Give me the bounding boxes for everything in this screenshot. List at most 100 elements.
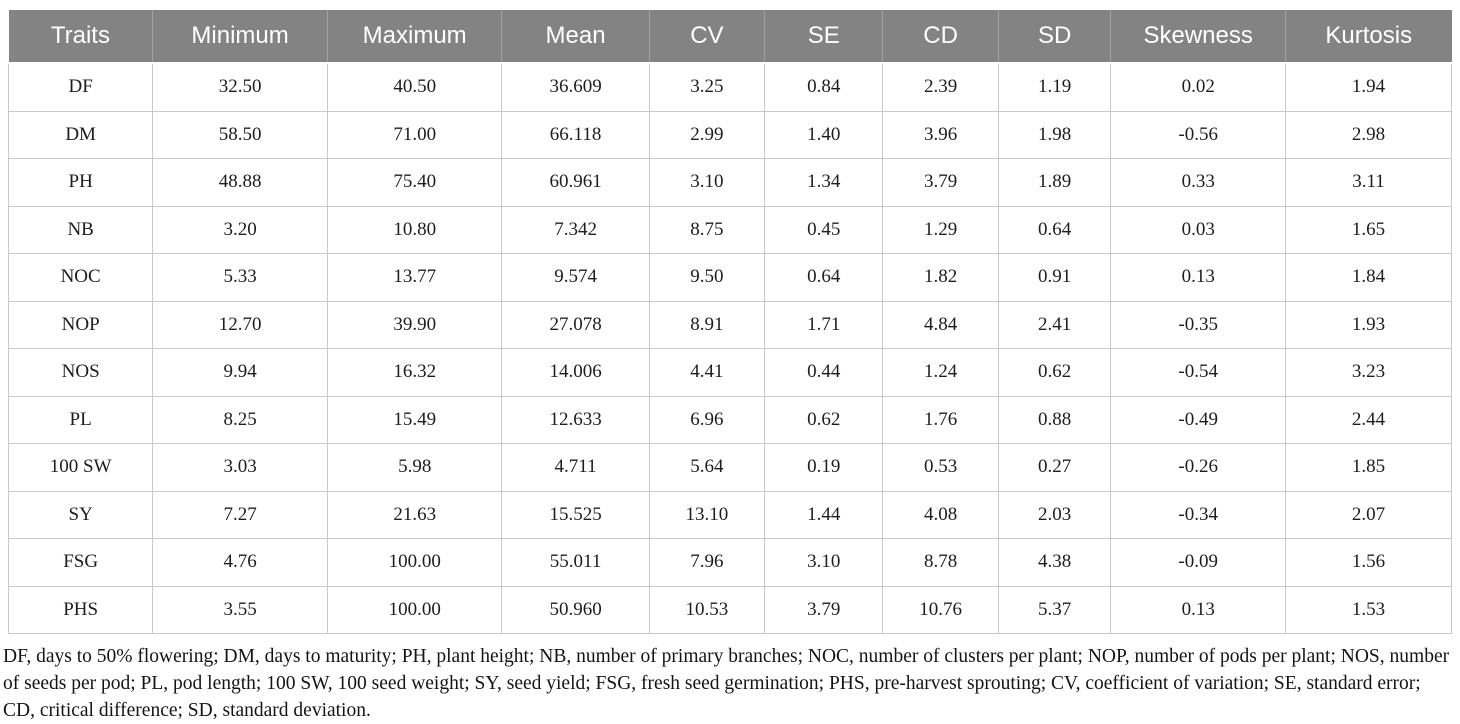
table-cell: 0.62 — [997, 348, 1112, 397]
table-cell: 75.40 — [326, 158, 503, 207]
table-cell: 48.88 — [152, 158, 328, 207]
table-header-row: Traits Minimum Maximum Mean CV SE CD SD … — [8, 10, 1452, 64]
table-cell: 4.38 — [997, 538, 1112, 587]
table-cell: 1.19 — [997, 62, 1112, 112]
table-cell: 36.609 — [501, 62, 650, 112]
table-cell: 3.11 — [1284, 158, 1453, 207]
table-cell: 3.55 — [152, 585, 328, 634]
table-cell: 1.89 — [997, 158, 1112, 207]
table-row: NOC 5.33 13.77 9.574 9.50 0.64 1.82 0.91 0.13 1.8… — [7, 253, 1453, 302]
table-cell: 4.711 — [501, 443, 650, 492]
table-cell: 21.63 — [326, 490, 503, 539]
column-header-traits: Traits — [8, 10, 153, 64]
trait-label: DM — [7, 110, 154, 159]
table-cell: 66.118 — [501, 110, 650, 159]
table-row: NOP 12.70 39.90 27.078 8.91 1.71 4.84 2.41 -0.35… — [7, 300, 1453, 349]
table-cell: 1.98 — [997, 110, 1112, 159]
table-cell: 5.37 — [997, 585, 1112, 634]
trait-label: NB — [7, 205, 154, 254]
table-cell: 13.77 — [326, 253, 503, 302]
table-cell: 3.10 — [648, 158, 766, 207]
trait-label: NOS — [7, 348, 154, 397]
table-cell: 100.00 — [326, 538, 503, 587]
table-cell: 10.80 — [326, 205, 503, 254]
table-cell: 3.03 — [152, 443, 328, 492]
column-header-mean: Mean — [501, 10, 650, 64]
table-cell: 1.65 — [1284, 205, 1453, 254]
column-header-maximum: Maximum — [326, 10, 502, 64]
table-cell: 0.88 — [997, 395, 1112, 444]
table-cell: 1.24 — [882, 348, 999, 397]
table-cell: -0.49 — [1110, 395, 1286, 444]
trait-label: FSG — [7, 538, 154, 587]
table-cell: 58.50 — [152, 110, 328, 159]
table-cell: 2.41 — [997, 300, 1112, 349]
column-header-cd: CD — [882, 10, 999, 64]
table-cell: 3.23 — [1284, 348, 1453, 397]
table-cell: 6.96 — [648, 395, 766, 444]
table-cell: 3.79 — [764, 585, 884, 634]
table-cell: 0.03 — [1110, 205, 1286, 254]
column-header-kurtosis: Kurtosis — [1284, 10, 1452, 64]
table-footnote: DF, days to 50% flowering; DM, days to m… — [3, 646, 1450, 721]
table-row: DF 32.50 40.50 36.609 3.25 0.84 2.39 1.19 0.02 1.… — [7, 62, 1453, 112]
table-cell: 16.32 — [326, 348, 503, 397]
table-cell: 13.10 — [648, 490, 766, 539]
table-row: PHS 3.55 100.00 50.960 10.53 3.79 10.76 5.37 0.1… — [7, 585, 1453, 634]
table-cell: 0.33 — [1110, 158, 1286, 207]
table-cell: 0.19 — [764, 443, 884, 492]
table-cell: 3.20 — [152, 205, 328, 254]
trait-label: DF — [7, 62, 154, 112]
table-cell: 0.13 — [1110, 585, 1286, 634]
table-cell: 7.27 — [152, 490, 328, 539]
table-cell: 8.75 — [648, 205, 766, 254]
table-cell: 1.44 — [764, 490, 884, 539]
table-cell: 4.41 — [648, 348, 766, 397]
table-cell: 7.96 — [648, 538, 766, 587]
table-cell: -0.34 — [1110, 490, 1286, 539]
table-cell: 1.53 — [1284, 585, 1453, 634]
table-cell: 10.76 — [882, 585, 999, 634]
table-cell: 12.633 — [501, 395, 650, 444]
trait-label: PH — [7, 158, 154, 207]
table-cell: 3.79 — [882, 158, 999, 207]
table-cell: 1.40 — [764, 110, 884, 159]
table-cell: 4.08 — [882, 490, 999, 539]
table-cell: -0.54 — [1110, 348, 1286, 397]
table-cell: 0.91 — [997, 253, 1112, 302]
table-cell: 32.50 — [152, 62, 328, 112]
table-cell: 8.91 — [648, 300, 766, 349]
table-cell: 0.53 — [882, 443, 999, 492]
table-row: FSG 4.76 100.00 55.011 7.96 3.10 8.78 4.38 -0.09… — [7, 538, 1453, 587]
table-cell: 0.27 — [997, 443, 1112, 492]
trait-statistics-table: Traits Minimum Maximum Mean CV SE CD SD … — [7, 10, 1453, 634]
trait-label: PHS — [7, 585, 154, 634]
table-cell: 1.34 — [764, 158, 884, 207]
table-cell: 7.342 — [501, 205, 650, 254]
table-cell: 55.011 — [501, 538, 650, 587]
table-cell: 12.70 — [152, 300, 328, 349]
table-cell: 1.71 — [764, 300, 884, 349]
table-cell: 15.525 — [501, 490, 650, 539]
table-cell: -0.09 — [1110, 538, 1286, 587]
table-cell: 2.39 — [882, 62, 999, 112]
column-header-sd: SD — [997, 10, 1111, 64]
trait-label: 100 SW — [7, 443, 154, 492]
table-cell: 1.93 — [1284, 300, 1453, 349]
table-cell: 8.25 — [152, 395, 328, 444]
table-cell: 3.96 — [882, 110, 999, 159]
stats-table-container: Traits Minimum Maximum Mean CV SE CD SD … — [7, 10, 1453, 634]
table-cell: 0.64 — [997, 205, 1112, 254]
table-cell: 3.25 — [648, 62, 766, 112]
table-cell: 0.02 — [1110, 62, 1286, 112]
column-header-se: SE — [764, 10, 883, 64]
table-cell: 5.64 — [648, 443, 766, 492]
table-cell: 14.006 — [501, 348, 650, 397]
table-row: PH 48.88 75.40 60.961 3.10 1.34 3.79 1.89 0.33 3.… — [7, 158, 1453, 207]
table-cell: -0.26 — [1110, 443, 1286, 492]
table-row: SY 7.27 21.63 15.525 13.10 1.44 4.08 2.03 -0.34 2… — [7, 490, 1453, 539]
table-cell: 1.94 — [1284, 62, 1453, 112]
table-cell: 0.64 — [764, 253, 884, 302]
table-cell: 0.13 — [1110, 253, 1286, 302]
table-cell: 5.33 — [152, 253, 328, 302]
